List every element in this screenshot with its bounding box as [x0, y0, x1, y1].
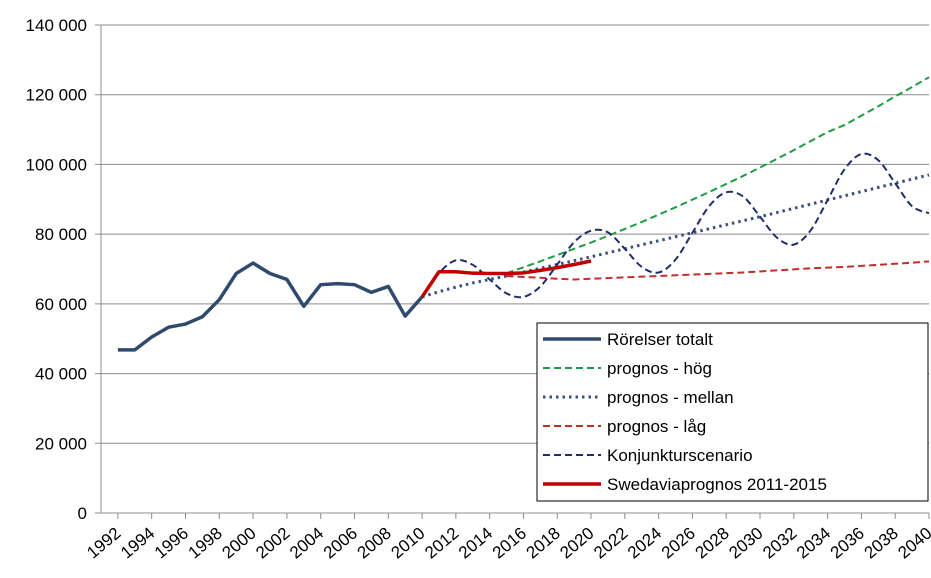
x-tick-label: 2016	[489, 524, 530, 563]
x-tick-label: 2012	[421, 524, 462, 563]
x-tick-label: 2030	[725, 524, 766, 563]
legend-label: Konjunkturscenario	[607, 446, 753, 465]
y-tick-label: 40 000	[35, 365, 87, 384]
series-line	[421, 152, 930, 299]
legend-label: Swedaviaprognos 2011-2015	[607, 475, 827, 494]
x-tick-label: 1996	[151, 524, 192, 563]
x-tick-label: 2032	[759, 524, 800, 563]
x-tick-label: 2020	[556, 524, 597, 563]
legend-box	[536, 322, 929, 502]
y-tick-label: 120 000	[26, 86, 87, 105]
legend-label: prognos - mellan	[607, 388, 734, 407]
y-tick-label: 20 000	[35, 434, 87, 453]
x-tick-label: 2006	[320, 524, 361, 563]
series-line	[506, 76, 930, 275]
x-tick-label: 2026	[658, 524, 699, 563]
x-tick-label: 2014	[455, 524, 496, 563]
legend-label: prognos - låg	[607, 417, 706, 436]
x-tick-label: 2038	[861, 524, 902, 563]
x-tick-label: 2004	[286, 524, 327, 563]
x-tick-label: 2018	[523, 524, 564, 563]
x-tick-label: 2010	[387, 524, 428, 563]
series-line	[117, 261, 424, 352]
x-tick-label: 1994	[117, 524, 158, 563]
y-tick-label: 60 000	[35, 295, 87, 314]
legend-label: prognos - hög	[607, 359, 712, 378]
series-line	[506, 260, 930, 281]
x-tick-label: 2036	[827, 524, 868, 563]
series-line	[421, 173, 930, 299]
x-tick-label: 2002	[252, 524, 293, 563]
series-line	[420, 259, 592, 298]
x-tick-label: 1992	[83, 524, 124, 563]
x-tick-label: 2028	[692, 524, 733, 563]
x-tick-label: 2040	[894, 524, 931, 563]
y-tick-label: 0	[78, 504, 87, 523]
y-tick-label: 80 000	[35, 225, 87, 244]
y-tick-label: 100 000	[26, 155, 87, 174]
x-tick-label: 2024	[624, 524, 665, 563]
legend-label: Rörelser totalt	[607, 330, 713, 349]
x-tick-label: 2022	[590, 524, 631, 563]
x-tick-label: 2008	[354, 524, 395, 563]
x-tick-label: 2034	[793, 524, 834, 563]
y-tick-label: 140 000	[26, 16, 87, 35]
x-tick-label: 2000	[218, 524, 259, 563]
x-tick-label: 1998	[185, 524, 226, 563]
legend: Rörelser totalt prognos - hög prognos - me…	[536, 322, 929, 502]
